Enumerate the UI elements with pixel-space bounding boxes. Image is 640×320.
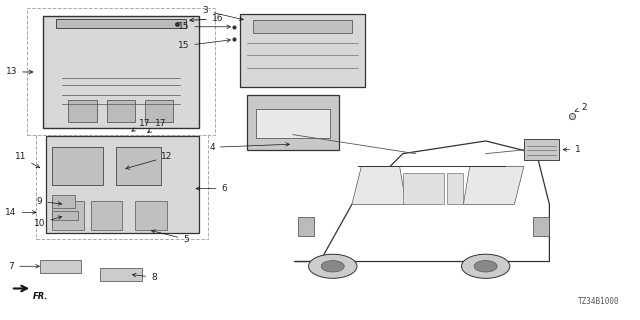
Text: 8: 8 <box>132 273 157 282</box>
Text: 15: 15 <box>178 22 230 31</box>
Bar <box>91 201 122 230</box>
Bar <box>145 100 173 122</box>
Text: 15: 15 <box>178 38 230 50</box>
Bar <box>534 217 549 236</box>
Circle shape <box>474 260 497 272</box>
Bar <box>135 201 167 230</box>
Text: 14: 14 <box>5 208 36 217</box>
Bar <box>256 109 330 138</box>
Text: 2: 2 <box>575 103 587 112</box>
Bar <box>40 260 81 273</box>
Text: 7: 7 <box>8 262 39 271</box>
Text: 1: 1 <box>563 145 580 154</box>
Text: 17: 17 <box>148 119 166 132</box>
Bar <box>100 268 141 281</box>
Circle shape <box>321 260 344 272</box>
Text: 3: 3 <box>203 6 243 20</box>
Text: 16: 16 <box>190 14 223 23</box>
Polygon shape <box>463 166 524 204</box>
Bar <box>253 20 352 33</box>
Polygon shape <box>352 166 406 204</box>
Text: 5: 5 <box>152 230 189 244</box>
Text: 6: 6 <box>196 184 227 193</box>
Circle shape <box>308 254 357 278</box>
Text: 11: 11 <box>15 152 40 168</box>
Bar <box>46 136 199 233</box>
Polygon shape <box>447 173 463 204</box>
Bar <box>106 100 135 122</box>
Text: 4: 4 <box>209 143 289 152</box>
Bar <box>246 95 339 150</box>
Text: 12: 12 <box>126 152 173 169</box>
Circle shape <box>461 254 510 278</box>
Polygon shape <box>403 173 444 204</box>
Bar <box>524 140 559 160</box>
Bar <box>36 135 209 239</box>
Bar <box>52 201 84 230</box>
Text: FR.: FR. <box>33 292 49 301</box>
Bar <box>43 16 199 128</box>
Bar <box>52 195 75 208</box>
Bar <box>56 19 186 28</box>
Bar <box>52 147 103 185</box>
Text: 9: 9 <box>36 197 61 206</box>
Text: 13: 13 <box>6 68 33 76</box>
Bar <box>52 211 78 220</box>
Bar <box>298 217 314 236</box>
Bar <box>241 14 365 87</box>
Text: TZ34B1000: TZ34B1000 <box>578 297 620 306</box>
Bar <box>68 100 97 122</box>
Bar <box>116 147 161 185</box>
Text: 10: 10 <box>34 216 61 228</box>
Bar <box>27 8 215 135</box>
Text: 17: 17 <box>132 119 150 131</box>
